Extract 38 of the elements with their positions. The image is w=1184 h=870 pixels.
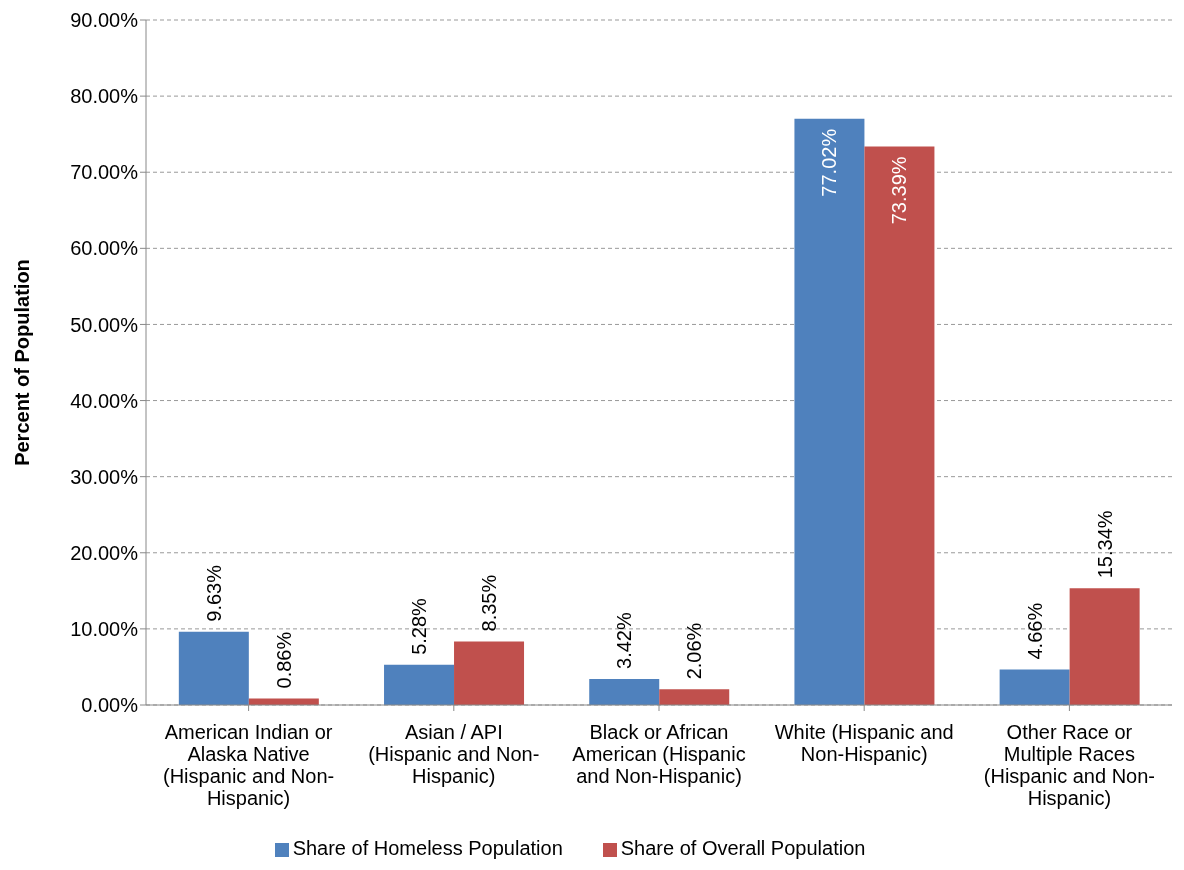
x-tick-label: Other Race or Multiple Races (Hispanic and Non-Hispanic): [983, 721, 1155, 809]
x-tick-label: Asian / API (Hispanic and Non-Hispanic): [368, 721, 540, 787]
x-tick-label: Black or African American (Hispanic and Non-Hispanic): [572, 721, 746, 787]
y-tick-label: 30.00%: [70, 465, 139, 488]
y-axis-title: Percent of Population: [11, 259, 34, 466]
bar: [794, 118, 865, 705]
y-tick-label: 20.00%: [70, 541, 139, 564]
y-tick-label: 80.00%: [70, 85, 139, 108]
data-label: 73.39%: [888, 156, 911, 225]
data-label: 5.28%: [408, 597, 431, 655]
bar: [248, 698, 319, 705]
x-tick-label: White (Hispanic and Non-Hispanic): [774, 721, 954, 765]
data-label: 2.06%: [683, 622, 706, 680]
bar: [999, 669, 1070, 705]
y-tick-label: 40.00%: [70, 389, 139, 412]
legend-label: Share of Overall Population: [620, 837, 866, 859]
data-label: 8.35%: [478, 574, 501, 632]
y-tick-label: 0.00%: [81, 694, 139, 717]
bar: [589, 678, 660, 705]
data-label: 4.66%: [1023, 602, 1046, 660]
y-tick-label: 60.00%: [70, 237, 139, 260]
bar: [384, 664, 455, 705]
x-tick-label: American Indian or Alaska Native (Hispanic and Non-Hispanic): [163, 721, 335, 809]
y-tick-label: 50.00%: [70, 313, 139, 336]
data-label: 77.02%: [818, 128, 841, 197]
y-tick-label: 10.00%: [70, 617, 139, 640]
bar: [454, 641, 525, 705]
y-tick-label: 90.00%: [70, 9, 139, 32]
legend-label: Share of Homeless Population: [292, 837, 563, 859]
bar: [659, 689, 730, 705]
bar: [1069, 588, 1140, 705]
bar: [864, 146, 935, 705]
data-label: 15.34%: [1093, 510, 1116, 579]
data-label: 3.42%: [613, 612, 636, 669]
y-tick-label: 70.00%: [70, 161, 139, 184]
data-label: 0.86%: [272, 631, 295, 689]
bar: [178, 631, 249, 705]
data-label: 9.63%: [202, 564, 225, 622]
